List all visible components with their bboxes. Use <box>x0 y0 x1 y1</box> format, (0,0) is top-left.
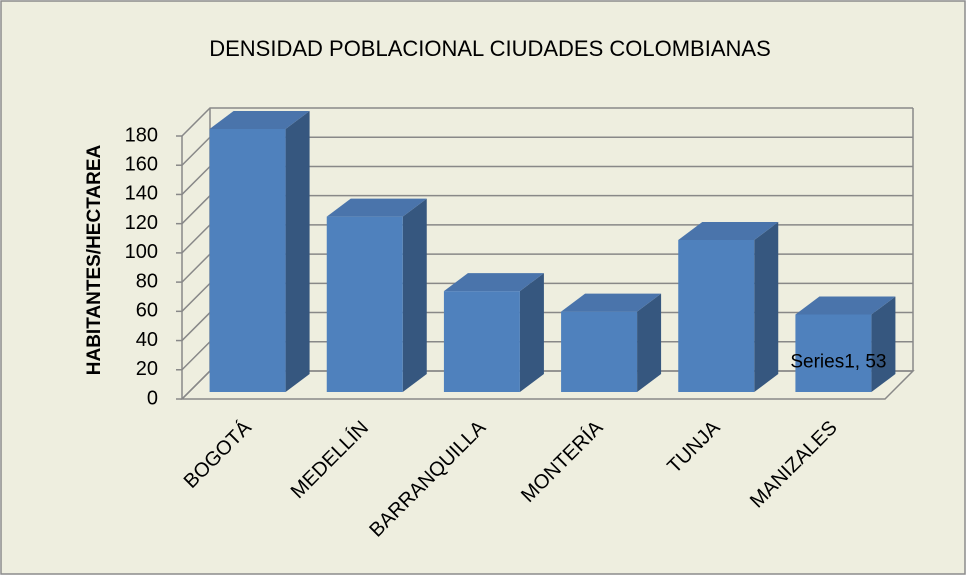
bar-side <box>519 273 544 392</box>
y-tick-label: 140 <box>125 183 158 205</box>
bar-top <box>209 111 310 129</box>
y-axis-label: HABITANTES/HECTAREA <box>84 144 105 375</box>
bar-top <box>443 273 544 292</box>
bar-front <box>209 129 286 392</box>
bar-top <box>326 198 427 217</box>
grid-line <box>181 107 913 137</box>
y-tick-label: 60 <box>136 300 158 322</box>
y-tick-label: 160 <box>125 154 158 176</box>
bar-side <box>402 198 427 392</box>
bar-side <box>754 222 779 392</box>
y-tick-label: 40 <box>136 329 158 351</box>
bar <box>326 198 427 392</box>
data-label: Series1, 53 <box>790 351 886 372</box>
chart-title: DENSIDAD POBLACIONAL CIUDADES COLOMBIANA… <box>209 36 771 61</box>
bar-top <box>795 296 896 315</box>
bar <box>561 293 662 392</box>
bar-top <box>678 222 779 241</box>
y-tick-label: 180 <box>125 124 158 146</box>
y-tick-label: 20 <box>136 358 158 380</box>
bar-front <box>678 240 755 392</box>
bar-front <box>561 311 638 392</box>
bar-front <box>443 291 520 392</box>
bar-front <box>795 314 872 392</box>
y-tick-label: 100 <box>125 241 158 263</box>
bar-top <box>561 293 662 312</box>
bar <box>678 222 779 392</box>
y-tick-label: 80 <box>136 270 158 292</box>
bar-front <box>326 216 403 392</box>
bar <box>443 273 544 392</box>
bar-side <box>871 296 896 392</box>
bar-side <box>637 293 662 392</box>
bar <box>209 111 310 392</box>
bar <box>795 296 896 392</box>
y-tick-label: 0 <box>147 387 158 409</box>
bar-side <box>285 111 310 392</box>
y-tick-label: 120 <box>125 212 158 234</box>
